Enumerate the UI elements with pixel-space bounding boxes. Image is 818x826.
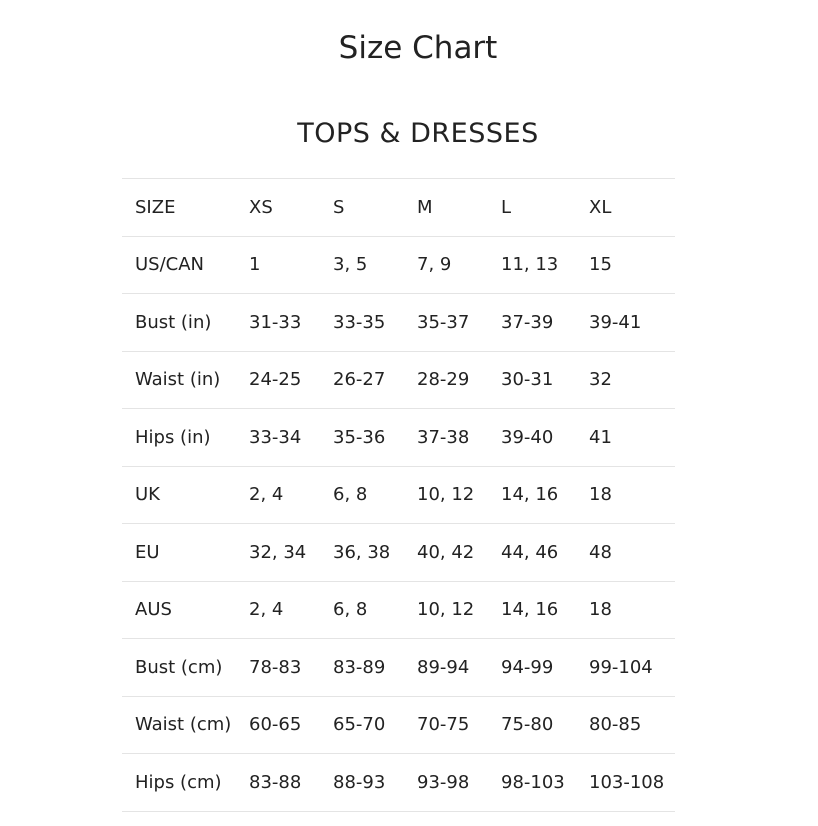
table-row: Waist (cm) 60-65 65-70 70-75 75-80 80-85 bbox=[122, 696, 675, 754]
table-cell: 15 bbox=[589, 254, 612, 276]
table-row: Hips (in) 33-34 35-36 37-38 39-40 41 bbox=[122, 408, 675, 467]
row-label: Waist (in) bbox=[135, 369, 221, 391]
row-label: UK bbox=[135, 484, 160, 506]
table-cell: 18 bbox=[589, 599, 612, 621]
table-cell: 28-29 bbox=[417, 369, 470, 391]
table-cell: 6, 8 bbox=[333, 599, 368, 621]
table-cell: 83-89 bbox=[333, 656, 386, 678]
table-row: Hips (cm) 83-88 88-93 93-98 98-103 103-108 bbox=[122, 753, 675, 811]
table-cell: 40, 42 bbox=[417, 541, 475, 563]
row-label: AUS bbox=[135, 599, 172, 621]
table-cell: 14, 16 bbox=[501, 484, 559, 506]
table-cell: 88-93 bbox=[333, 771, 386, 793]
table-cell: 41 bbox=[589, 426, 612, 448]
table-cell: 14, 16 bbox=[501, 599, 559, 621]
table-header-row: SIZE XS S M L XL bbox=[122, 178, 675, 237]
row-label: Hips (cm) bbox=[135, 771, 222, 793]
table-cell: 80-85 bbox=[589, 714, 642, 736]
table-cell: 37-38 bbox=[417, 426, 470, 448]
table-cell: 89-94 bbox=[417, 656, 470, 678]
page-title: Size Chart bbox=[338, 30, 498, 66]
table-cell: 65-70 bbox=[333, 714, 386, 736]
table-cell: 99-104 bbox=[589, 656, 653, 678]
table-cell: 32 bbox=[589, 369, 612, 391]
table-cell: 1 bbox=[249, 254, 261, 276]
table-cell: L bbox=[501, 196, 512, 218]
table-cell: XL bbox=[589, 196, 612, 218]
row-label: Bust (cm) bbox=[135, 656, 223, 678]
row-label: EU bbox=[135, 541, 160, 563]
table-cell: 3, 5 bbox=[333, 254, 368, 276]
table-cell: 18 bbox=[589, 484, 612, 506]
table-cell: 36, 38 bbox=[333, 541, 391, 563]
table-cell: 35-36 bbox=[333, 426, 386, 448]
table-row: UK 2, 4 6, 8 10, 12 14, 16 18 bbox=[122, 466, 675, 524]
table-cell: 98-103 bbox=[501, 771, 565, 793]
table-cell: 39-41 bbox=[589, 311, 642, 333]
table-cell: 75-80 bbox=[501, 714, 554, 736]
table-cell: 2, 4 bbox=[249, 484, 284, 506]
table-cell: 10, 12 bbox=[417, 599, 475, 621]
table-row: AUS 2, 4 6, 8 10, 12 14, 16 18 bbox=[122, 581, 675, 639]
table-cell: 11, 13 bbox=[501, 254, 559, 276]
table-cell: 33-34 bbox=[249, 426, 302, 448]
table-cell: 33-35 bbox=[333, 311, 386, 333]
table-cell: 83-88 bbox=[249, 771, 302, 793]
table-cell: 2, 4 bbox=[249, 599, 284, 621]
size-chart-table: SIZE XS S M L XL US/CAN 1 3, 5 7, 9 11, 13 15 Bust (… bbox=[122, 178, 675, 812]
table-row: EU 32, 34 36, 38 40, 42 44, 46 48 bbox=[122, 523, 675, 582]
row-label: SIZE bbox=[135, 196, 176, 218]
table-cell: 32, 34 bbox=[249, 541, 307, 563]
row-label: US/CAN bbox=[135, 254, 205, 276]
table-row: Waist (in) 24-25 26-27 28-29 30-31 32 bbox=[122, 351, 675, 409]
table-cell: 30-31 bbox=[501, 369, 554, 391]
table-row: US/CAN 1 3, 5 7, 9 11, 13 15 bbox=[122, 236, 675, 294]
table-cell: 35-37 bbox=[417, 311, 470, 333]
table-cell: 39-40 bbox=[501, 426, 554, 448]
table-cell: 93-98 bbox=[417, 771, 470, 793]
table-cell: 48 bbox=[589, 541, 612, 563]
row-label: Waist (cm) bbox=[135, 714, 232, 736]
table-cell: 26-27 bbox=[333, 369, 386, 391]
table-cell: 94-99 bbox=[501, 656, 554, 678]
table-cell: 37-39 bbox=[501, 311, 554, 333]
row-label: Hips (in) bbox=[135, 426, 211, 448]
table-cell: XS bbox=[249, 196, 273, 218]
table-cell: M bbox=[417, 196, 433, 218]
table-row: Bust (cm) 78-83 83-89 89-94 94-99 99-104 bbox=[122, 638, 675, 697]
table-cell: 60-65 bbox=[249, 714, 302, 736]
table-cell: 24-25 bbox=[249, 369, 302, 391]
table-row: Bust (in) 31-33 33-35 35-37 37-39 39-41 bbox=[122, 293, 675, 352]
table-cell: 70-75 bbox=[417, 714, 470, 736]
table-cell: 31-33 bbox=[249, 311, 302, 333]
section-title: TOPS & DRESSES bbox=[297, 118, 539, 149]
table-cell: 10, 12 bbox=[417, 484, 475, 506]
table-cell: 103-108 bbox=[589, 771, 665, 793]
row-label: Bust (in) bbox=[135, 311, 212, 333]
table-cell: 44, 46 bbox=[501, 541, 559, 563]
table-cell: S bbox=[333, 196, 345, 218]
table-cell: 7, 9 bbox=[417, 254, 452, 276]
table-cell: 6, 8 bbox=[333, 484, 368, 506]
table-cell: 78-83 bbox=[249, 656, 302, 678]
